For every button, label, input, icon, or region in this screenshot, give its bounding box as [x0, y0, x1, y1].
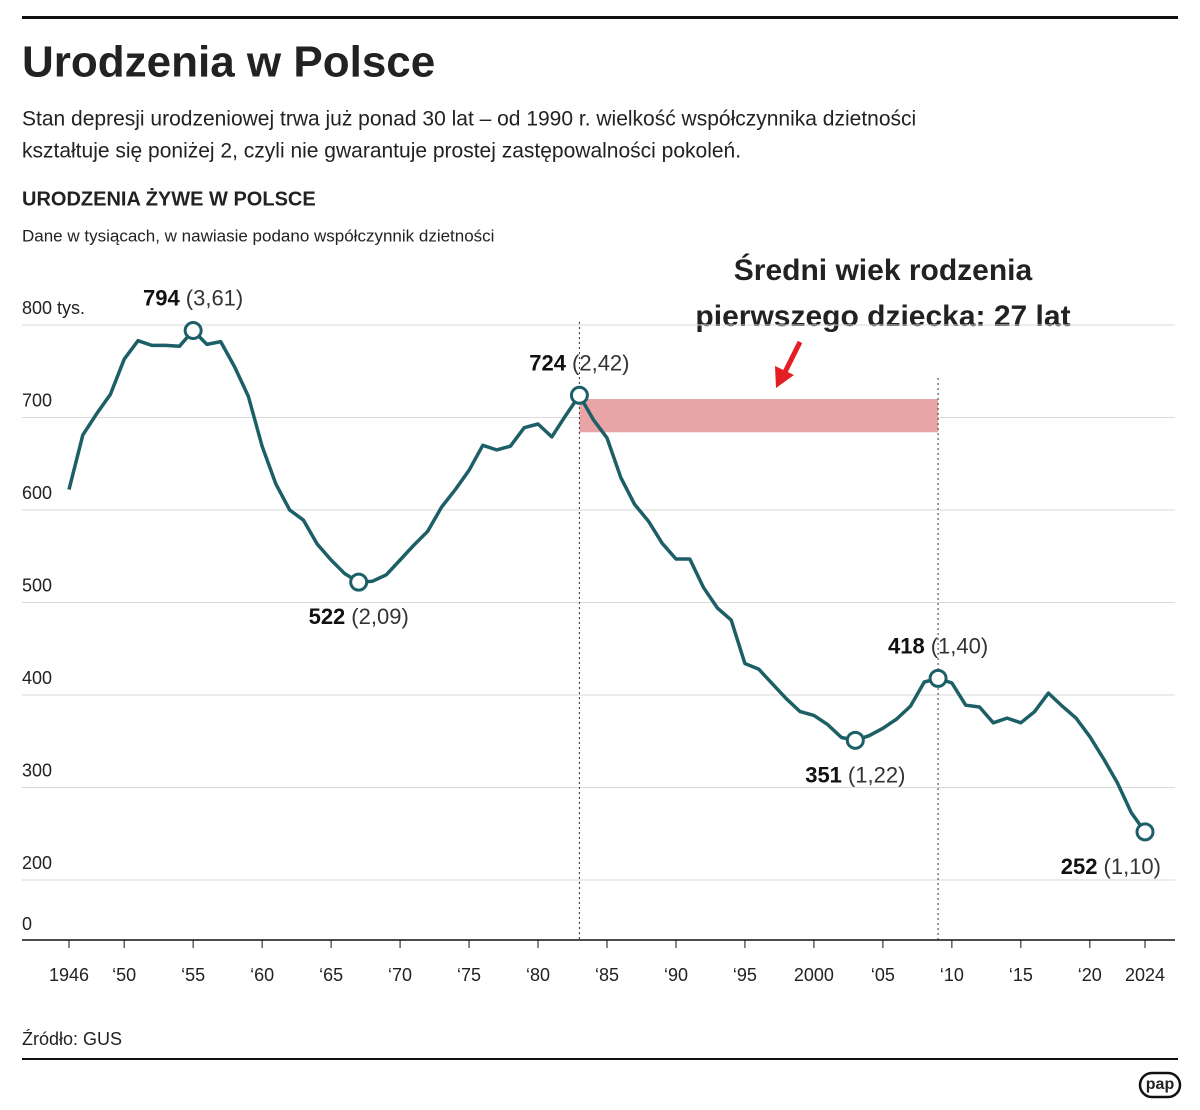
- fertility-label: (1,40): [931, 633, 988, 658]
- y-tick-label: 500: [22, 575, 52, 595]
- age-band: [579, 399, 939, 433]
- top-rule: [22, 16, 1178, 19]
- value-number: 794: [143, 285, 180, 310]
- logo: pap: [1146, 1076, 1175, 1093]
- highlight-point: [845, 730, 865, 750]
- subtitle: kształtuje się poniżej 2, czyli nie gwar…: [22, 140, 741, 163]
- x-tick-label: ‘75: [457, 965, 481, 985]
- x-tick-label: ‘10: [940, 965, 964, 985]
- x-tick-label: ‘95: [733, 965, 757, 985]
- x-tick-label: ‘90: [664, 965, 688, 985]
- bottom-rule: [22, 1058, 1178, 1060]
- birth-line: [67, 328, 1147, 833]
- value-number: 418: [888, 633, 925, 658]
- chart-note: Dane w tysiącach, w nawiasie podano wspó…: [22, 226, 494, 245]
- chart-heading: URODZENIA ŻYWE W POLSCE: [22, 187, 316, 210]
- y-tick-label: 800 tys.: [22, 298, 85, 318]
- y-tick-label: 300: [22, 760, 52, 780]
- y-tick-label: 600: [22, 483, 52, 503]
- x-tick-label: ‘50: [112, 965, 136, 985]
- x-tick-label: 2024: [1125, 965, 1165, 985]
- x-tick-label: ‘05: [871, 965, 895, 985]
- x-tick-label: ‘85: [595, 965, 619, 985]
- highlight-point: [569, 385, 589, 405]
- y-tick-label: 700: [22, 390, 52, 410]
- highlight-point: [349, 572, 369, 592]
- value-label: 522 (2,09): [309, 604, 409, 629]
- x-tick-label: ‘60: [250, 965, 274, 985]
- source: Źródło: GUS: [22, 1029, 122, 1049]
- value-label: 724 (2,42): [529, 350, 629, 375]
- x-tick-label: ‘65: [319, 965, 343, 985]
- value-number: 351: [805, 762, 842, 787]
- value-label: 351 (1,22): [805, 762, 905, 787]
- x-tick-label: ‘80: [526, 965, 550, 985]
- x-tick-label: 1946: [49, 965, 89, 985]
- y-tick-label: 0: [22, 914, 32, 934]
- value-label: 418 (1,40): [888, 633, 988, 658]
- fertility-label: (1,10): [1104, 854, 1161, 879]
- highlight-point: [1135, 822, 1155, 842]
- value-label: 252 (1,10): [1061, 854, 1161, 879]
- fertility-label: (2,09): [351, 604, 408, 629]
- chart-title: Urodzenia w Polsce: [22, 38, 435, 87]
- annotation: pierwszego dziecka: 27 lat: [695, 300, 1070, 333]
- x-tick-label: ‘15: [1009, 965, 1033, 985]
- x-tick-label: ‘55: [181, 965, 205, 985]
- highlight-point: [183, 321, 203, 341]
- x-tick-label: ‘70: [388, 965, 412, 985]
- y-tick-label: 400: [22, 668, 52, 688]
- logo-frame: [1138, 1071, 1182, 1099]
- annotation-arrow: [775, 340, 803, 388]
- value-number: 252: [1061, 854, 1098, 879]
- annotation: Średni wiek rodzenia: [734, 253, 1033, 287]
- fertility-label: (2,42): [572, 350, 629, 375]
- fertility-label: (1,22): [848, 762, 905, 787]
- x-tick-label: 2000: [794, 965, 834, 985]
- x-tick-label: ‘20: [1078, 965, 1102, 985]
- y-tick-label: 200: [22, 853, 52, 873]
- value-label: 794 (3,61): [143, 285, 243, 310]
- fertility-label: (3,61): [186, 285, 243, 310]
- highlight-point: [928, 668, 948, 688]
- value-number: 522: [309, 604, 346, 629]
- value-number: 724: [529, 350, 566, 375]
- subtitle: Stan depresji urodzeniowej trwa już pona…: [22, 108, 916, 131]
